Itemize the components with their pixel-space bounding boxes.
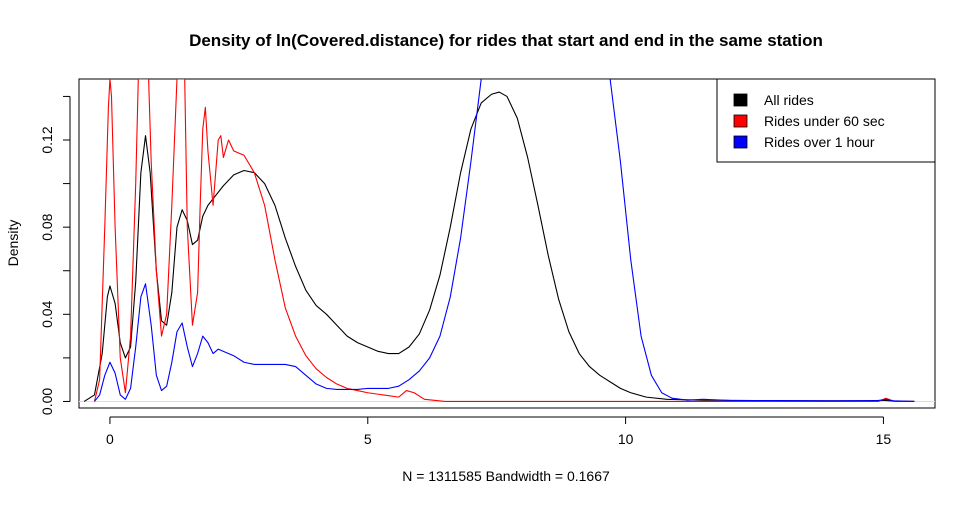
series-layer [79, 79, 935, 403]
legend: All rides Rides under 60 sec Rides over 1 … [716, 78, 936, 163]
x-tick-label: 10 [618, 431, 634, 447]
y-axis: 0.00 0.04 0.08 0.12 [39, 95, 71, 415]
plot-area: 0 5 10 15 0.00 0.04 0.08 0.12 [39, 78, 936, 447]
legend-swatch-1 [733, 114, 748, 128]
y-tick-label: 0.00 [39, 388, 55, 415]
legend-box [716, 78, 936, 163]
series-line-1 [93, 79, 915, 403]
y-tick-label: 0.08 [39, 213, 55, 240]
legend-label-1: Rides under 60 sec [764, 113, 885, 129]
x-axis-label: N = 1311585 Bandwidth = 0.1667 [402, 468, 610, 484]
y-tick-label: 0.04 [39, 300, 55, 327]
series-line-2 [94, 79, 915, 403]
y-axis-label: Density [5, 220, 21, 267]
y-tick-label: 0.12 [39, 126, 55, 153]
legend-swatch-2 [733, 135, 748, 149]
legend-swatch-0 [733, 93, 748, 107]
x-tick-label: 5 [364, 431, 372, 447]
x-axis: 0 5 10 15 [106, 416, 892, 447]
chart-title: Density of ln(Covered.distance) for ride… [189, 31, 823, 50]
x-tick-label: 15 [876, 431, 892, 447]
x-tick-label: 0 [106, 431, 114, 447]
series-line-0 [83, 91, 915, 403]
legend-label-2: Rides over 1 hour [764, 134, 875, 150]
legend-label-0: All rides [764, 92, 814, 108]
